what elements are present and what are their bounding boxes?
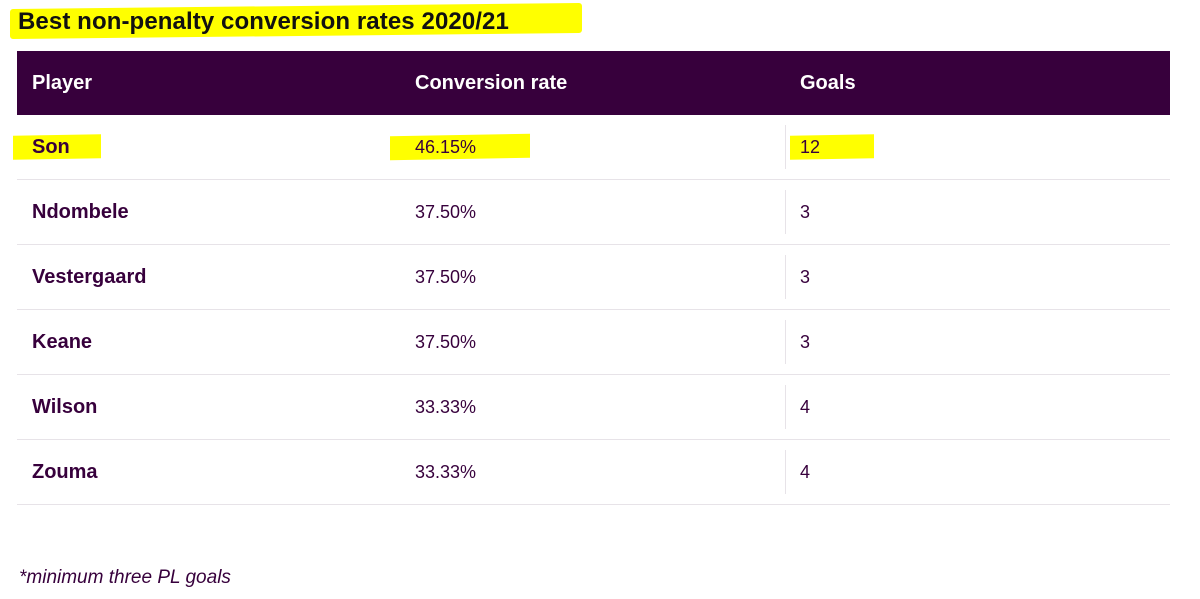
goals: 4: [800, 462, 811, 482]
conversion-rate: 46.15%: [415, 137, 477, 157]
column-divider: [785, 255, 786, 299]
column-divider: [785, 385, 786, 429]
table-row: Zouma 33.33% 4: [17, 440, 1170, 505]
conversion-rate: 33.33%: [415, 462, 477, 482]
header-conversion-rate: Conversion rate: [415, 72, 568, 94]
table-row: Keane 37.50% 3: [17, 310, 1170, 375]
column-divider: [785, 320, 786, 364]
goals: 3: [800, 332, 811, 352]
column-divider: [785, 450, 786, 494]
column-divider: [785, 190, 786, 234]
player-name: Keane: [32, 331, 93, 353]
goals: 4: [800, 397, 811, 417]
column-divider: [785, 125, 786, 169]
player-name: Son: [32, 136, 70, 158]
conversion-rate: 33.33%: [415, 397, 477, 417]
page-title: Best non-penalty conversion rates 2020/2…: [18, 8, 509, 35]
header-goals: Goals: [800, 72, 856, 94]
table-row: Wilson 33.33% 4: [17, 375, 1170, 440]
footnote: *minimum three PL goals: [19, 567, 231, 588]
goals: 3: [800, 267, 811, 287]
goals: 12: [800, 137, 821, 157]
goals: 3: [800, 202, 811, 222]
player-name: Wilson: [32, 396, 98, 418]
conversion-rate: 37.50%: [415, 202, 477, 222]
table-row: Ndombele 37.50% 3: [17, 180, 1170, 245]
conversion-rate: 37.50%: [415, 267, 477, 287]
player-name: Ndombele: [32, 201, 129, 223]
player-name: Vestergaard: [32, 266, 147, 288]
table-row: Vestergaard 37.50% 3: [17, 245, 1170, 310]
table-header: Player Conversion rate Goals: [17, 51, 1170, 115]
title-block: Best non-penalty conversion rates 2020/2…: [10, 3, 582, 39]
conversion-table: Player Conversion rate Goals Son 46.15% …: [13, 51, 1170, 505]
table-row: Son 46.15% 12: [13, 115, 1170, 180]
header-player: Player: [32, 72, 93, 94]
conversion-rate: 37.50%: [415, 332, 477, 352]
player-name: Zouma: [32, 461, 98, 483]
